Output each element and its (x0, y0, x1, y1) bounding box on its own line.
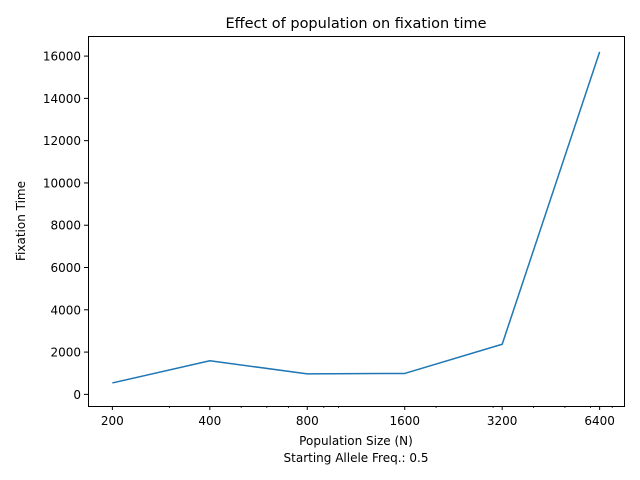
y-axis-label: Fixation Time (14, 181, 28, 261)
series-layer (112, 51, 601, 384)
y-tick-label: 8000 (50, 219, 81, 233)
y-tick-label: 12000 (43, 134, 81, 148)
x-tick-label: 6400 (584, 414, 615, 428)
y-tick-label: 16000 (43, 50, 81, 64)
x-tick-label: 1600 (389, 414, 420, 428)
y-tick-label: 10000 (43, 176, 81, 190)
x-tick-label: 400 (198, 414, 221, 428)
x-axis-label: Population Size (N) (299, 434, 413, 448)
x-axis-sublabel: Starting Allele Freq.: 0.5 (284, 451, 429, 465)
x-tick-label: 3200 (487, 414, 518, 428)
y-tick-label: 2000 (50, 346, 81, 360)
y-tick-label: 0 (73, 388, 81, 402)
y-tick-label: 4000 (50, 303, 81, 317)
chart-title: Effect of population on fixation time (225, 16, 486, 32)
x-tick-label: 800 (296, 414, 319, 428)
x-axis: 200 400 800 1600 3200 6400 (101, 406, 615, 428)
x-tick-label: 200 (101, 414, 124, 428)
y-tick-label: 14000 (43, 92, 81, 106)
y-axis: 0 2000 4000 6000 8000 10000 12000 14000 16000 (43, 50, 88, 402)
plot-area (88, 36, 625, 407)
y-tick-label: 6000 (50, 261, 81, 275)
series-line (112, 51, 601, 384)
